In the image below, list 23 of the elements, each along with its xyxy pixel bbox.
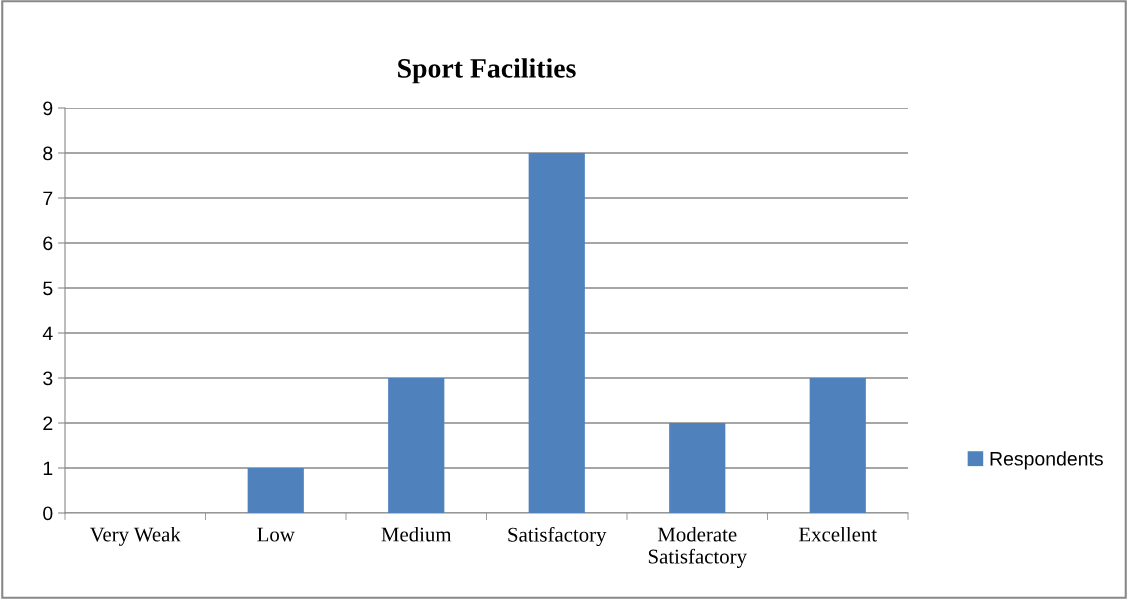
y-tick-label: 7 [43, 191, 53, 206]
bar [528, 153, 585, 513]
legend-label: Respondents [990, 451, 1103, 470]
x-tick-label: Low [257, 527, 295, 542]
bar [669, 423, 726, 513]
x-tick-label: Satisfactory [508, 526, 607, 547]
bar [247, 468, 304, 513]
y-tick-label: 4 [42, 326, 53, 341]
x-tick-label: Very Weak [89, 526, 181, 546]
chart-title: Sport Facilities [398, 58, 576, 84]
y-tick-label: 2 [43, 416, 53, 431]
y-tick-label: 0 [43, 506, 53, 521]
y-tick-label: 1 [43, 461, 53, 476]
y-tick-label: 5 [43, 281, 53, 296]
y-tick-label: 6 [43, 236, 53, 251]
bar [388, 378, 445, 513]
y-tick-label: 3 [43, 371, 53, 386]
bar [809, 378, 866, 513]
y-tick-label: 9 [43, 101, 53, 116]
x-tick-label: Medium [381, 526, 452, 542]
y-tick-label: 8 [43, 146, 53, 161]
x-tick-label: Excellent [799, 526, 877, 542]
x-tick-label: Moderate Satisfactory [648, 526, 747, 568]
